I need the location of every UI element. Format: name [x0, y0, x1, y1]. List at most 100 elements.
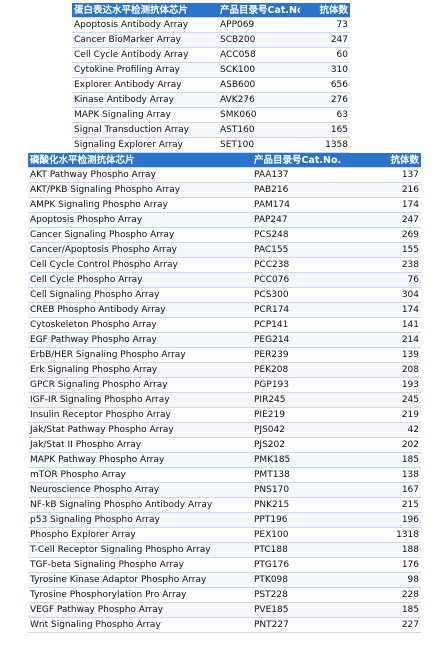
catalog-number: PAM174 — [252, 197, 368, 213]
array-name: Cell Signaling Phospho Array — [28, 287, 252, 303]
array-name: Wnt Signaling Phospho Array — [28, 617, 252, 633]
antibody-count: 98 — [368, 572, 421, 588]
catalog-number: PJS202 — [252, 437, 368, 453]
antibody-count: 214 — [368, 332, 421, 348]
array-name: Cytoskeleton Phospho Array — [28, 317, 252, 333]
antibody-count: 208 — [368, 362, 421, 378]
antibody-count: 247 — [368, 212, 421, 228]
catalog-number: PIR245 — [252, 392, 368, 408]
array-name: Cancer/Apoptosis Phospho Array — [28, 242, 252, 258]
array-name: ErbB/HER Signaling Phospho Array — [28, 347, 252, 363]
array-name: AKT/PKB Signaling Phospho Array — [28, 182, 252, 198]
catalog-number: PAB216 — [252, 182, 368, 198]
array-name: Apoptosis Antibody Array — [72, 17, 218, 33]
table-row: Cancer Signaling Phospho Array PCS248 269 — [28, 227, 421, 243]
catalog-number: PEG214 — [252, 332, 368, 348]
array-name: MAPK Signaling Array — [72, 107, 218, 123]
catalog-number: PAC155 — [252, 242, 368, 258]
table-row: Tyrosine Phosphorylation Pro Array PST228… — [28, 587, 421, 603]
antibody-count: 656 — [300, 77, 350, 93]
antibody-count: 216 — [368, 182, 421, 198]
catalog-number: PTG176 — [252, 557, 368, 573]
table-row: Cancer/Apoptosis Phospho Array PAC155 155 — [28, 242, 421, 258]
antibody-count: 245 — [368, 392, 421, 408]
table-row: Jak/Stat II Phospho Array PJS202 202 — [28, 437, 421, 453]
array-name: Neuroscience Phospho Array — [28, 482, 252, 498]
antibody-count: 304 — [368, 287, 421, 303]
antibody-count: 42 — [368, 422, 421, 438]
table-row: MAPK Pathway Phospho Array PMK185 185 — [28, 452, 421, 468]
antibody-count: 227 — [368, 617, 421, 633]
antibody-count: 188 — [368, 542, 421, 558]
catalog-number: PNT227 — [252, 617, 368, 633]
table-row: AKT/PKB Signaling Phospho Array PAB216 216 — [28, 182, 421, 198]
table-row: Apoptosis Antibody Array APP069 73 — [72, 17, 350, 33]
table-row: Cytokine Profiling Array SCK100 310 — [72, 62, 350, 78]
array-name: Signal Transduction Array — [72, 122, 218, 138]
table-row: VEGF Pathway Phospho Array PVE185 185 — [28, 602, 421, 618]
table-row: EGF Pathway Phospho Array PEG214 214 — [28, 332, 421, 348]
header-cell: 蛋白表达水平检测抗体芯片 — [72, 3, 218, 18]
antibody-count: 174 — [368, 302, 421, 318]
antibody-count: 185 — [368, 452, 421, 468]
table-row: NF-kB Signaling Phospho Antibody Array PN… — [28, 497, 421, 513]
table-row: Kinase Antibody Array AVK276 276 — [72, 92, 350, 108]
antibody-count: 202 — [368, 437, 421, 453]
antibody-count: 276 — [300, 92, 350, 108]
table-row: IGF-IR Signaling Phospho Array PIR245 245 — [28, 392, 421, 408]
array-name: Signaling Explorer Array — [72, 137, 218, 153]
catalog-number: SET100 — [218, 137, 300, 153]
catalog-number: APP069 — [218, 17, 300, 33]
catalog-number: PCP141 — [252, 317, 368, 333]
array-name: CREB Phospho Antibody Array — [28, 302, 252, 318]
antibody-count: 176 — [368, 557, 421, 573]
array-name: GPCR Signaling Phospho Array — [28, 377, 252, 393]
table-row: Cancer BioMarker Array SCB200 247 — [72, 32, 350, 48]
table-row: GPCR Signaling Phospho Array PGP193 193 — [28, 377, 421, 393]
array-name: Jak/Stat II Phospho Array — [28, 437, 252, 453]
antibody-count: 185 — [368, 602, 421, 618]
array-name: Tyrosine Phosphorylation Pro Array — [28, 587, 252, 603]
catalog-number: PCC238 — [252, 257, 368, 273]
array-name: Erk Signaling Phospho Array — [28, 362, 252, 378]
header-row: 蛋白表达水平检测抗体芯片 产品目录号Cat.No. 抗体数 — [72, 3, 350, 18]
table-row: mTOR Phospho Array PMT138 138 — [28, 467, 421, 483]
array-name: Insulin Receptor Phospho Array — [28, 407, 252, 423]
antibody-count: 193 — [368, 377, 421, 393]
header-cell: 抗体数 — [368, 153, 421, 168]
antibody-count: 219 — [368, 407, 421, 423]
catalog-number: PER239 — [252, 347, 368, 363]
table-row: CREB Phospho Antibody Array PCR174 174 — [28, 302, 421, 318]
antibody-count: 167 — [368, 482, 421, 498]
phospho-table: 磷酸化水平检测抗体芯片 产品目录号Cat.No. 抗体数 AKT Pathway Ph… — [28, 153, 421, 633]
antibody-count: 60 — [300, 47, 350, 63]
antibody-count: 138 — [368, 467, 421, 483]
table-row: TGF-beta Signaling Phospho Array PTG176 17… — [28, 557, 421, 573]
array-name: MAPK Pathway Phospho Array — [28, 452, 252, 468]
catalog-number: AVK276 — [218, 92, 300, 108]
table-row: Erk Signaling Phospho Array PEK208 208 — [28, 362, 421, 378]
catalog-number: ASB600 — [218, 77, 300, 93]
table-row: AMPK Signaling Phospho Array PAM174 174 — [28, 197, 421, 213]
header-row: 磷酸化水平检测抗体芯片 产品目录号Cat.No. 抗体数 — [28, 153, 421, 168]
catalog-number: PCS300 — [252, 287, 368, 303]
antibody-count: 73 — [300, 17, 350, 33]
array-name: EGF Pathway Phospho Array — [28, 332, 252, 348]
antibody-count: 137 — [368, 167, 421, 183]
catalog-number: SMK060 — [218, 107, 300, 123]
table-row: AKT Pathway Phospho Array PAA137 137 — [28, 167, 421, 183]
antibody-count: 155 — [368, 242, 421, 258]
array-name: Cell Cycle Phospho Array — [28, 272, 252, 288]
antibody-count: 63 — [300, 107, 350, 123]
table-row: Cell Cycle Phospho Array PCC076 76 — [28, 272, 421, 288]
catalog-number: PVE185 — [252, 602, 368, 618]
antibody-count: 76 — [368, 272, 421, 288]
header-cell: 磷酸化水平检测抗体芯片 — [28, 153, 252, 168]
antibody-count: 269 — [368, 227, 421, 243]
catalog-number: PST228 — [252, 587, 368, 603]
table-row: Jak/Stat Pathway Phospho Array PJS042 42 — [28, 422, 421, 438]
table-row: T-Cell Receptor Signaling Phospho Array P… — [28, 542, 421, 558]
array-name: Cell Cycle Antibody Array — [72, 47, 218, 63]
catalog-number: AST160 — [218, 122, 300, 138]
expression-table: 蛋白表达水平检测抗体芯片 产品目录号Cat.No. 抗体数 Apoptosis Ant… — [72, 3, 350, 153]
